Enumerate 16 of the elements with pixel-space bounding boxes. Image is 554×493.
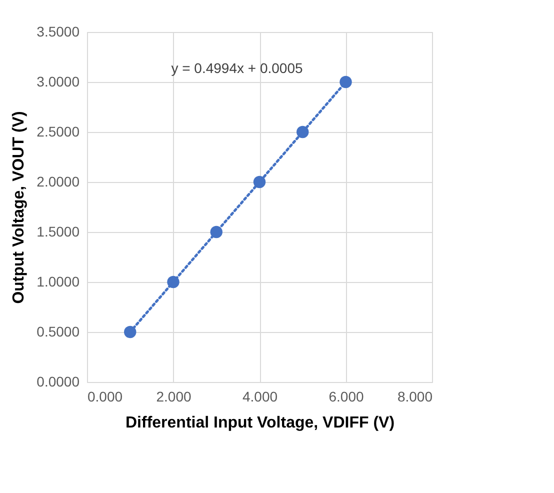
y-tick-label: 1.5000 xyxy=(36,224,80,240)
x-tick-label: 0.000 xyxy=(88,388,123,404)
y-tick-label: 1.0000 xyxy=(36,274,80,290)
y-tick-label: 0.0000 xyxy=(36,374,80,390)
annotation: y = 0.4994x + 0.0005 xyxy=(171,60,303,76)
x-tick-label: 2.000 xyxy=(156,388,192,404)
y-tick-label: 0.5000 xyxy=(36,324,80,340)
y-tick-label: 2.5000 xyxy=(36,124,80,140)
x-tick-label: 6.000 xyxy=(328,388,364,404)
x-tick-label: 4.000 xyxy=(242,388,278,404)
x-axis-title: Differential Input Voltage, VDIFF (V) xyxy=(125,414,395,432)
y-tick-label: 3.0000 xyxy=(36,74,80,90)
y-tick-label: 3.5000 xyxy=(36,24,80,40)
y-axis-title: Output Voltage, VOUT (V) xyxy=(10,111,28,304)
x-tick-label: 8.000 xyxy=(397,388,433,404)
y-tick-label: 2.0000 xyxy=(36,174,80,190)
